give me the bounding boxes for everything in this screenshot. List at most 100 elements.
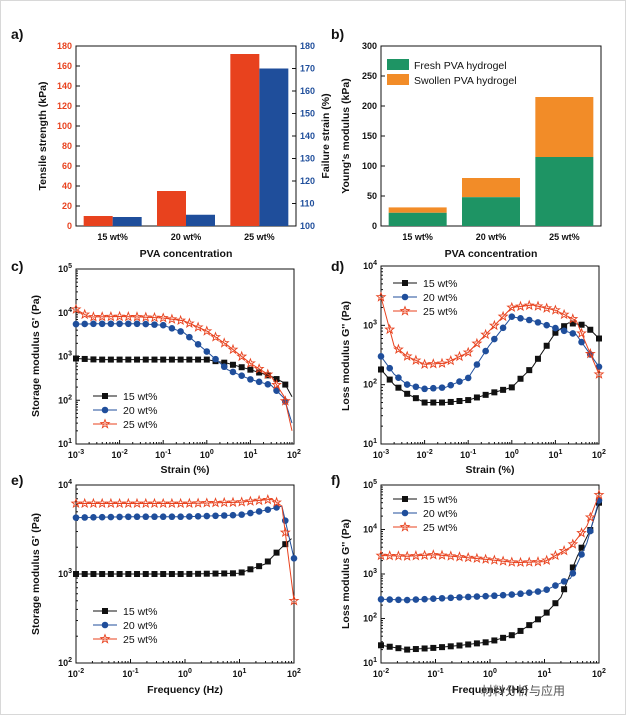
legend-marker <box>402 496 408 502</box>
data-point <box>168 513 176 521</box>
data-point <box>569 320 576 327</box>
data-point <box>210 497 221 508</box>
chart-c-frame <box>75 268 295 445</box>
data-point <box>247 366 254 373</box>
data-point <box>462 552 474 563</box>
data-point <box>587 326 594 333</box>
data-point <box>114 310 126 322</box>
legend-fresh-label: Fresh PVA hydrogel <box>414 60 507 72</box>
ytick-label: 102 <box>363 613 377 624</box>
xtick-exp: -3 <box>383 449 389 456</box>
data-point <box>532 300 544 311</box>
data-point <box>488 554 500 565</box>
xtick-base: 10 <box>538 669 548 679</box>
chart-d-frame <box>380 265 600 445</box>
data-point <box>497 555 509 566</box>
chart-b-bar-swollen <box>388 207 447 213</box>
xtick-label: 100 <box>200 449 214 460</box>
chart-b-ytick-label: 0 <box>372 221 377 231</box>
data-point <box>133 320 141 328</box>
ytick-exp: 5 <box>68 263 72 270</box>
data-point <box>253 494 265 506</box>
data-point <box>70 497 82 509</box>
data-point <box>186 333 193 341</box>
legend-marker <box>101 406 109 414</box>
xtick-exp: -3 <box>78 449 84 456</box>
data-point <box>593 368 605 379</box>
xtick-label: 102 <box>592 449 606 460</box>
data-point <box>549 304 561 315</box>
data-point <box>168 356 175 363</box>
xtick-base: 10 <box>592 669 602 679</box>
data-point <box>430 644 437 651</box>
data-point <box>543 609 550 616</box>
data-point <box>96 311 108 322</box>
ytick-exp: 4 <box>68 479 72 486</box>
data-point <box>273 387 280 394</box>
xtick-exp: 2 <box>297 668 301 675</box>
chart-a-y2tick-label: 170 <box>300 64 315 74</box>
data-point <box>541 302 553 313</box>
xtick-exp: -2 <box>121 449 127 456</box>
data-point <box>255 378 263 386</box>
data-point <box>90 571 97 577</box>
chart-a-ytick-label: 160 <box>57 61 72 71</box>
xtick-exp: 0 <box>210 449 214 456</box>
data-point <box>186 513 193 520</box>
data-point <box>81 514 89 521</box>
xtick-label: 10-1 <box>155 449 171 460</box>
ytick-base: 10 <box>363 525 373 535</box>
xtick-base: 10 <box>68 450 78 460</box>
data-point <box>488 319 500 331</box>
data-point <box>534 588 542 595</box>
data-point <box>401 350 413 361</box>
xtick-label: 100 <box>505 449 519 460</box>
data-point <box>105 310 117 322</box>
data-point <box>238 511 245 518</box>
xtick-label: 10-2 <box>373 668 389 679</box>
data-point <box>480 328 492 340</box>
chart-f-frame <box>380 484 600 664</box>
series-line-20wt <box>75 505 295 559</box>
data-point <box>515 300 526 312</box>
data-point <box>229 570 236 577</box>
data-point <box>131 497 143 509</box>
data-point <box>543 342 550 349</box>
data-point <box>560 327 568 335</box>
chart-b-ytick-label: 300 <box>362 41 377 51</box>
chart-d-xlabel: Strain (%) <box>465 464 514 476</box>
chart-a-y2tick-label: 100 <box>300 221 315 231</box>
xtick-label: 10-2 <box>111 449 127 460</box>
data-point <box>236 350 248 362</box>
data-point <box>549 549 561 561</box>
data-point <box>393 343 404 355</box>
data-point <box>430 595 437 603</box>
xtick-base: 10 <box>592 450 602 460</box>
data-point <box>456 594 463 601</box>
xtick-label: 10-1 <box>427 668 443 679</box>
data-point <box>465 397 472 404</box>
chart-b-xtick-label: 15 wt% <box>402 232 433 242</box>
chart-d-ylabel: Loss modulus G'' (Pa) <box>340 301 352 411</box>
xtick-label: 100 <box>178 668 192 679</box>
chart-f: Frequency (Hz) Loss modulus G'' (Pa) 10-… <box>340 479 606 696</box>
data-point <box>212 512 219 520</box>
chart-b-bar-swollen <box>462 178 520 198</box>
ytick-exp: 2 <box>68 394 72 401</box>
chart-f-ylabel: Loss modulus G'' (Pa) <box>340 519 352 629</box>
data-point <box>439 644 446 651</box>
panel-label-e: e) <box>11 472 23 488</box>
data-point <box>499 591 507 599</box>
data-point <box>473 640 480 647</box>
data-point <box>375 291 387 302</box>
xtick-exp: 0 <box>493 668 497 675</box>
data-point <box>227 496 239 508</box>
data-point <box>116 356 123 363</box>
data-point <box>271 496 282 508</box>
ytick-base: 10 <box>363 480 373 490</box>
data-point <box>90 320 97 328</box>
data-point <box>253 363 265 374</box>
legend-label: 15 wt% <box>423 494 457 506</box>
data-point <box>447 381 455 389</box>
